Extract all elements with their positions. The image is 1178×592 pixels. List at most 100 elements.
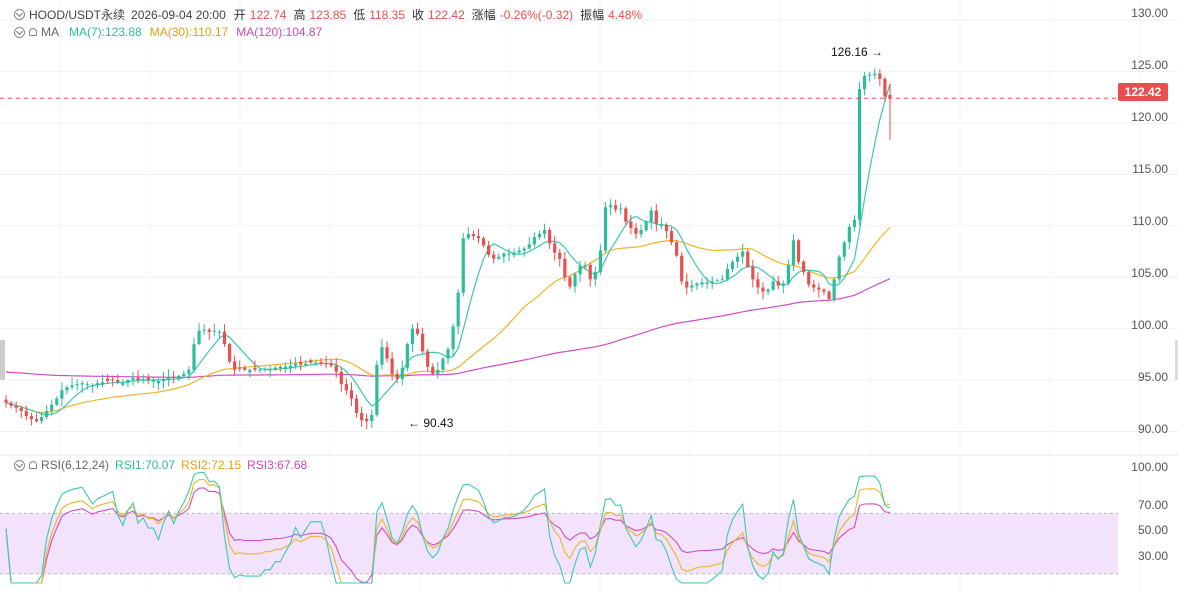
candle-body	[151, 380, 155, 382]
candle-body	[847, 226, 851, 243]
candle-body	[278, 366, 282, 368]
candle-body	[466, 234, 470, 239]
rsi-label: RSI(6,12,24)	[41, 458, 110, 472]
high-value: 123.85	[309, 7, 347, 22]
candle-body	[370, 414, 374, 422]
candle-body	[527, 244, 531, 249]
candle-body	[761, 287, 765, 292]
collapse-icon[interactable]	[14, 9, 25, 20]
candle-body	[136, 377, 140, 381]
amplitude-label: 振幅	[580, 8, 605, 22]
candle-body	[832, 279, 836, 299]
ma7-line	[5, 83, 891, 416]
candle-body	[60, 390, 64, 399]
change-value: -0.26%(-0.32)	[499, 7, 574, 22]
candle-body	[360, 412, 364, 421]
rsi-y-tick: 50.00	[1137, 523, 1168, 537]
rsi-legend: RSI(6,12,24) RSI1:70.07 RSI2:72.15 RSI3:…	[14, 458, 311, 472]
candle-body	[690, 285, 694, 288]
candle-body	[222, 331, 227, 345]
low-label: 低	[353, 8, 366, 22]
candle-body	[166, 376, 171, 380]
candle-body	[263, 368, 267, 370]
candle-body	[822, 289, 826, 292]
candle-body	[664, 224, 669, 231]
candle-body	[55, 398, 59, 405]
candle-body	[39, 417, 44, 422]
candle-body	[227, 344, 232, 362]
candle-body	[182, 373, 186, 376]
candle-body	[497, 256, 501, 259]
candle-body	[517, 250, 521, 253]
rsi1-line	[5, 471, 891, 584]
collapse-rsi-icon[interactable]	[14, 459, 25, 471]
rsi-y-tick: 70.00	[1137, 498, 1168, 512]
candle-body	[50, 404, 54, 411]
candle-body	[603, 207, 608, 251]
right-scroll-handle[interactable]	[1175, 340, 1178, 380]
candle-body	[776, 281, 780, 286]
candle-body	[29, 416, 34, 420]
rsi-alert-bell-icon[interactable]	[29, 461, 37, 469]
candle-body	[34, 419, 39, 422]
candle-body	[19, 407, 23, 411]
candle-body	[735, 256, 740, 262]
candle-body	[741, 251, 745, 257]
candle-body	[299, 361, 303, 365]
ohlc-header: HOOD/USDT永续 2026-09-04 20:00 开 122.74 高 …	[14, 6, 646, 23]
candle-body	[456, 292, 460, 327]
low-value: 118.35	[369, 7, 406, 22]
candle-body	[857, 89, 862, 220]
candle-body	[842, 242, 846, 257]
candle-body	[380, 347, 384, 365]
left-scroll-handle[interactable]	[0, 340, 5, 380]
candle-body	[45, 410, 49, 418]
candle-body	[121, 383, 125, 385]
ma30-legend: MA(30):110.17	[149, 25, 229, 39]
candle-body	[75, 384, 79, 386]
change-label: 涨幅	[471, 8, 496, 22]
y-tick: 115.00	[1132, 162, 1168, 176]
y-tick: 120.00	[1131, 110, 1168, 124]
candle-body	[522, 248, 526, 251]
candle-body	[751, 266, 755, 280]
candle-body	[309, 360, 313, 363]
candle-body	[446, 349, 450, 359]
candle-body	[888, 94, 892, 99]
candle-body	[852, 219, 857, 227]
candle-body	[608, 205, 613, 208]
candle-body	[598, 250, 603, 273]
candle-body	[481, 238, 486, 246]
candle-body	[583, 264, 587, 267]
collapse-ma-icon[interactable]	[14, 26, 25, 38]
candle-body	[207, 329, 211, 332]
max-price-label: 126.16 →	[831, 45, 884, 59]
candle-body	[532, 237, 536, 245]
alert-bell-icon[interactable]	[29, 28, 37, 36]
candle-body	[669, 231, 674, 243]
candle-body	[685, 281, 689, 288]
datetime-label: 2026-09-04 20:00	[131, 7, 226, 22]
candle-body	[172, 376, 176, 378]
candle-body	[111, 379, 115, 381]
candle-body	[212, 330, 216, 332]
candle-body	[390, 358, 394, 374]
candle-body	[487, 245, 491, 255]
candle-body	[141, 379, 145, 381]
ma120-legend: MA(120):104.87	[236, 25, 323, 39]
candle-body	[192, 344, 196, 370]
candle-body	[324, 363, 328, 365]
candle-body	[746, 251, 750, 267]
candle-body	[817, 287, 821, 290]
candle-body	[802, 261, 806, 273]
candle-body	[868, 74, 872, 76]
rsi-y-tick: 30.00	[1137, 549, 1168, 563]
candle-body	[634, 227, 638, 235]
candle-body	[420, 333, 425, 352]
candle-body	[786, 264, 790, 284]
candle-body	[730, 261, 735, 270]
candle-body	[344, 384, 348, 391]
y-tick: 130.00	[1131, 6, 1168, 20]
